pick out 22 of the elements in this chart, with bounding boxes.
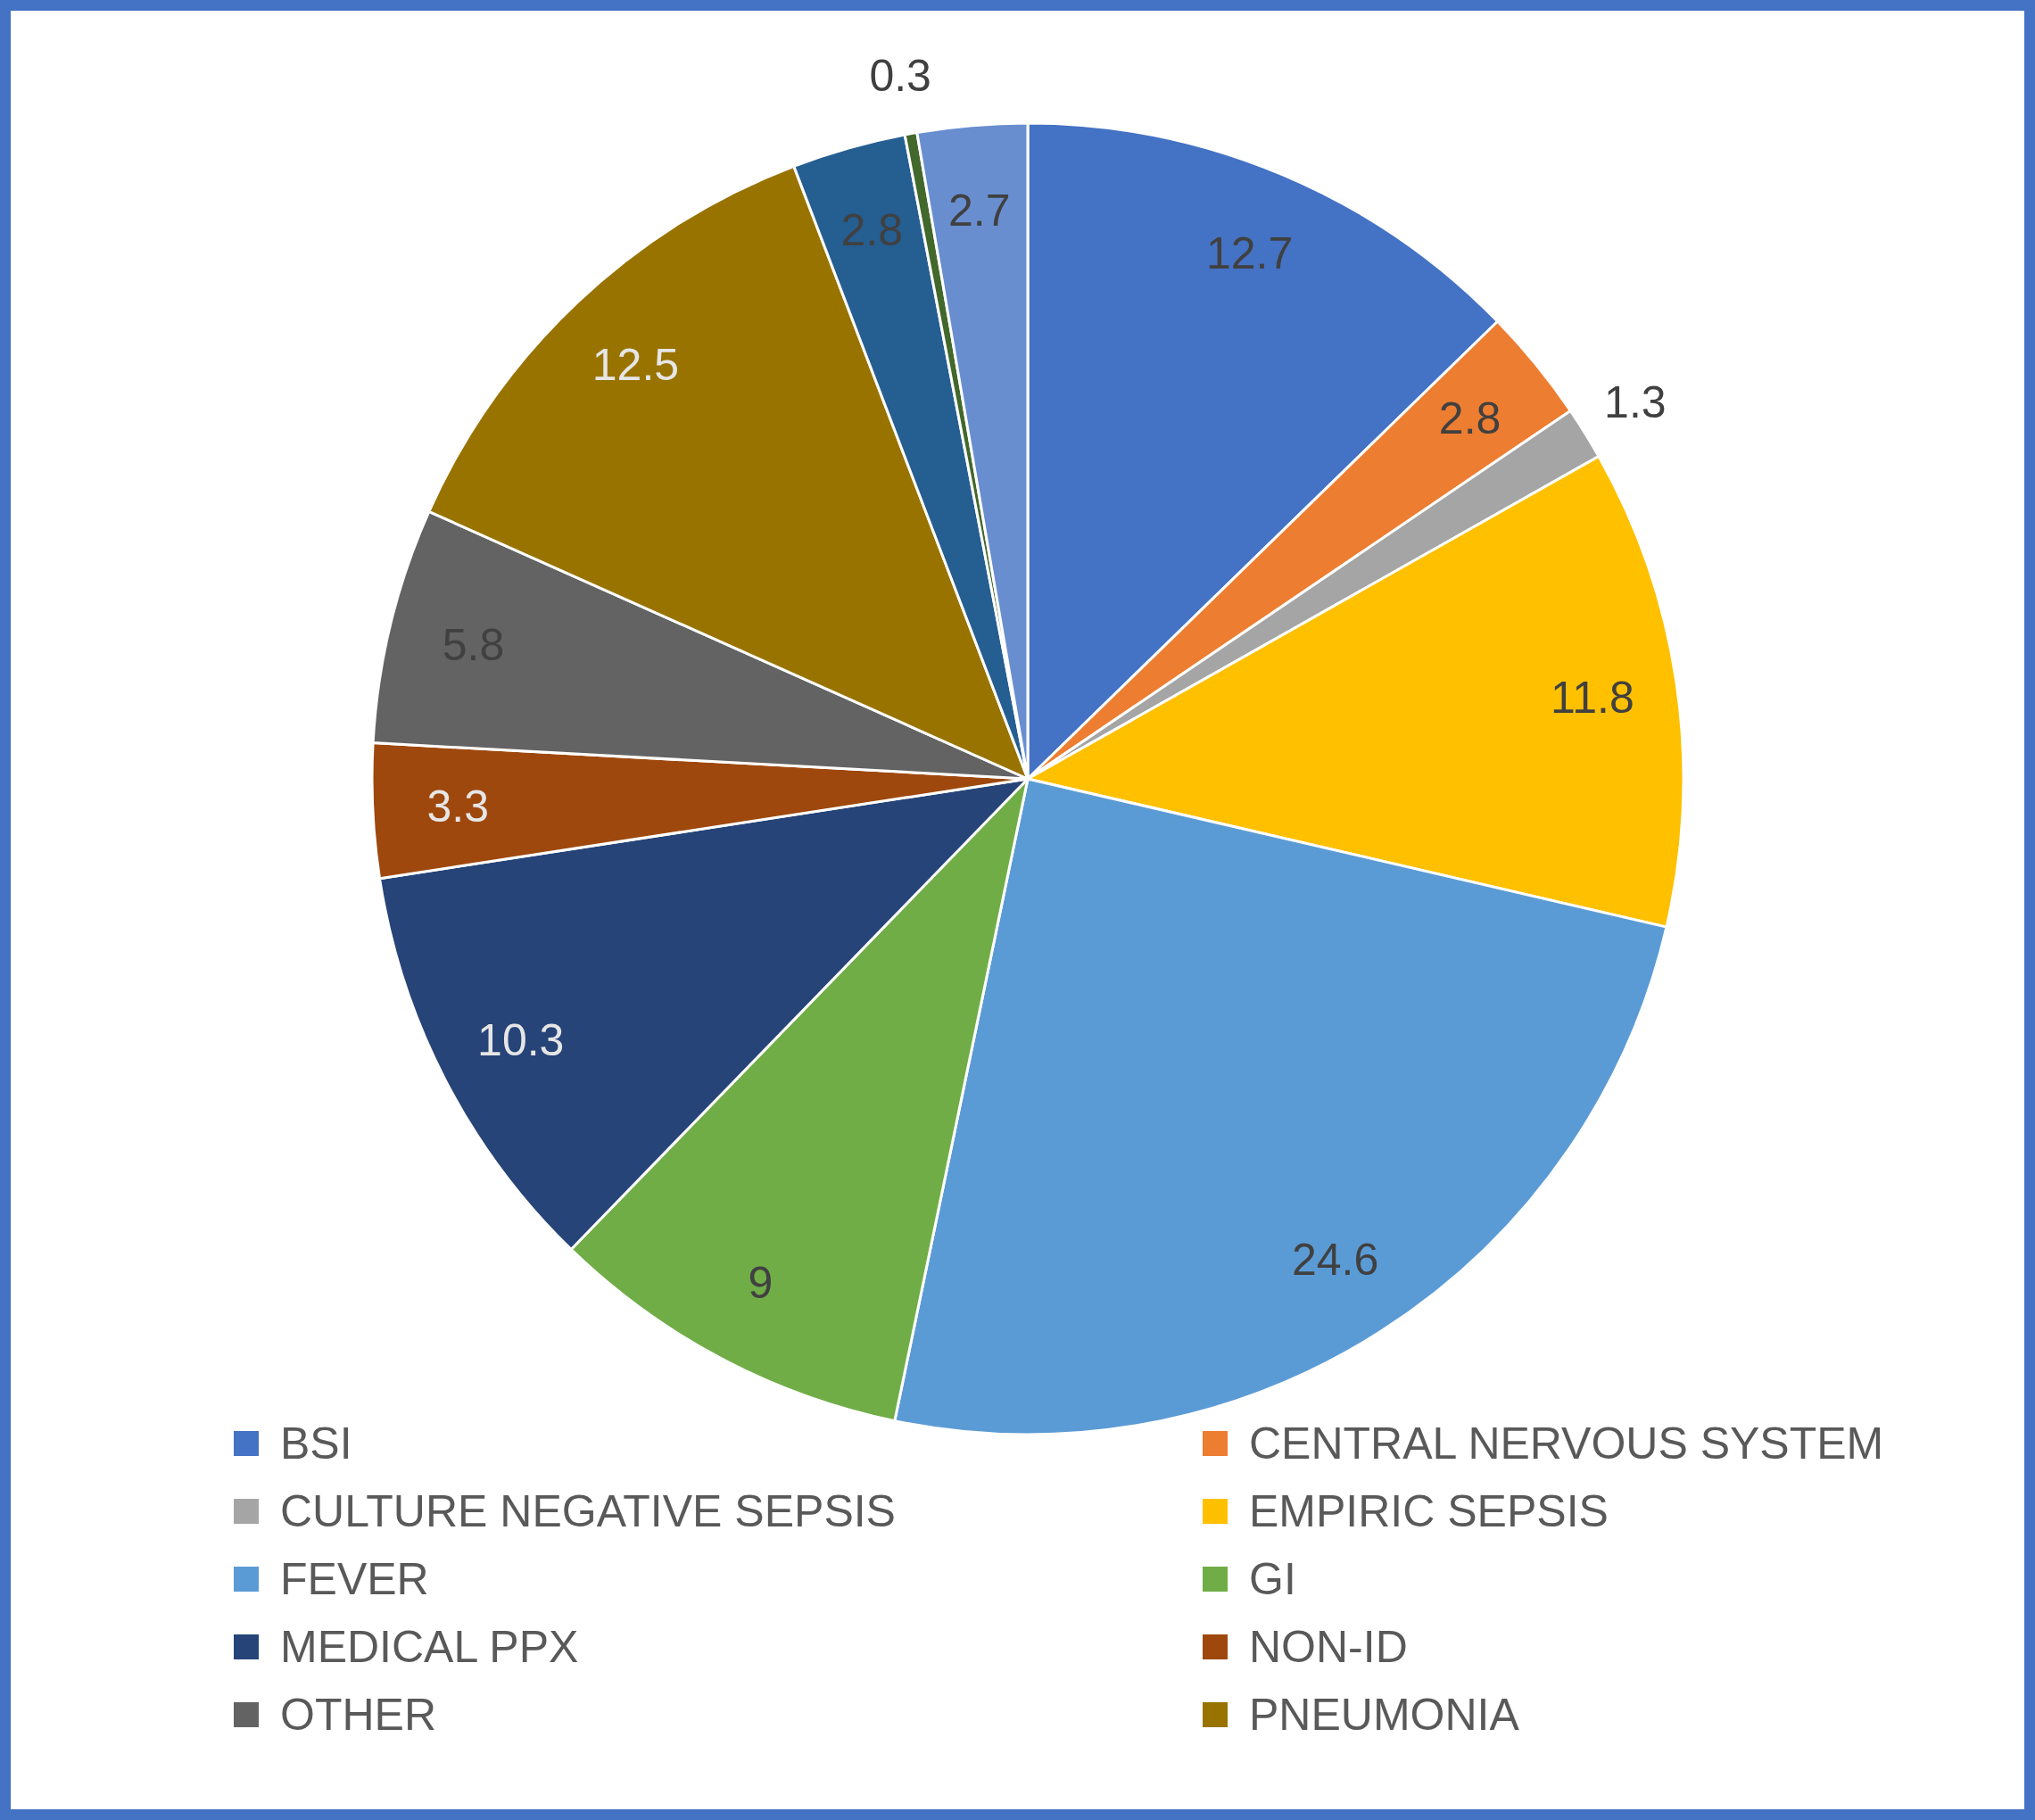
data-label: 2.7 bbox=[948, 185, 1011, 236]
legend-label: MEDICAL PPX bbox=[280, 1622, 579, 1672]
data-label: 10.3 bbox=[477, 1015, 565, 1066]
data-label: 2.8 bbox=[1438, 393, 1501, 443]
data-label: 1.3 bbox=[1604, 376, 1667, 427]
legend-label: GI bbox=[1249, 1554, 1296, 1604]
data-label: 0.3 bbox=[869, 50, 931, 101]
data-label: 3.3 bbox=[426, 782, 490, 832]
legend-label: OTHER bbox=[280, 1690, 436, 1740]
data-label: 2.8 bbox=[840, 204, 904, 255]
legend-label: EMPIRIC SEPSIS bbox=[1249, 1486, 1609, 1536]
data-label: 11.8 bbox=[1551, 672, 1634, 723]
data-label: 12.5 bbox=[591, 339, 680, 390]
legend-label: CENTRAL NERVOUS SYSTEM bbox=[1249, 1419, 1884, 1468]
data-label: 9 bbox=[748, 1257, 773, 1308]
legend-label: CULTURE NEGATIVE SEPSIS bbox=[280, 1486, 896, 1536]
legend-label: BSI bbox=[280, 1419, 352, 1468]
data-label: 12.7 bbox=[1205, 228, 1294, 278]
legend-label: NON-ID bbox=[1249, 1622, 1408, 1672]
legend-label: PNEUMONIA bbox=[1249, 1690, 1520, 1740]
data-label: 24.6 bbox=[1291, 1234, 1379, 1285]
legend-label: FEVER bbox=[280, 1554, 429, 1604]
